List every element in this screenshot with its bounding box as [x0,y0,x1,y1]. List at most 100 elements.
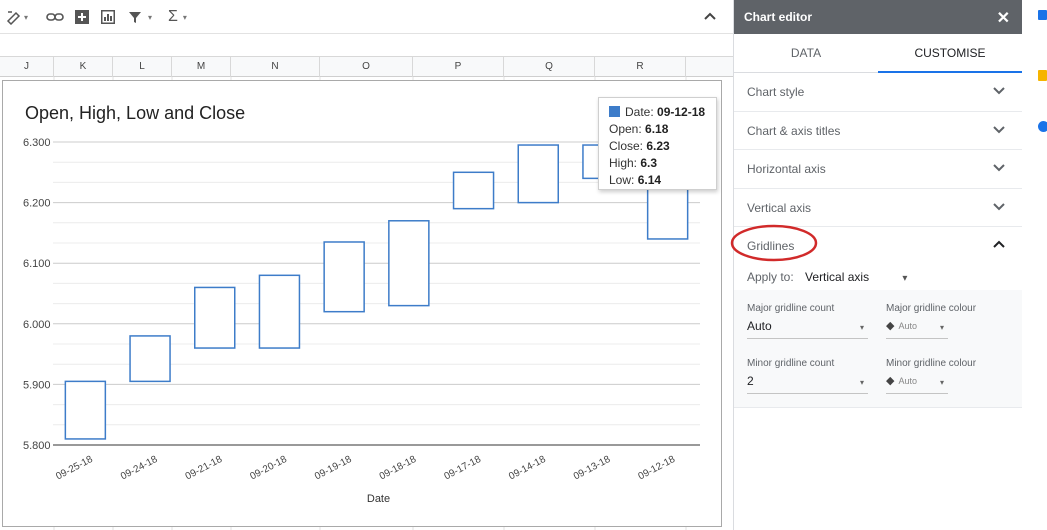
column-header-r[interactable]: R [595,57,686,77]
section-vertical-axis[interactable]: Vertical axis [734,189,1022,228]
candle-body [64,380,107,440]
chevron-down-icon: ▾ [182,12,187,22]
tooltip-open-row: Open: 6.18 [609,121,716,138]
section-gridlines[interactable]: Gridlines [730,225,1022,271]
tooltip-close-label: Close: [609,139,644,153]
chevron-down-icon: ▾ [24,12,29,22]
insert-chart-button[interactable] [101,7,115,27]
minor-gridline-colour-button[interactable]: ◆ Auto ▾ [886,374,948,394]
add-comment-icon [75,10,89,24]
sigma-icon: Σ [168,8,178,25]
y-tick-label: 6.100 [23,258,51,270]
section-chart-style[interactable]: Chart style [734,73,1022,112]
chevron-down-icon: ▾ [859,323,864,332]
fill-bucket-icon: ◆ [886,320,895,332]
x-tick-label: 09-25-18 [54,454,95,483]
link-icon [46,13,64,21]
insert-comment-button[interactable] [75,7,89,27]
chevron-down-icon: ▾ [859,378,864,387]
candle-body [646,183,689,240]
tasks-icon[interactable] [1038,121,1047,132]
candle-body [258,274,301,349]
keep-icon[interactable] [1038,70,1047,81]
tooltip-open-value: 6.18 [645,122,669,136]
section-label: Chart style [747,85,805,99]
minor-gridline-count-label: Minor gridline count [747,358,835,369]
minor-gridline-count-select[interactable]: 2 ▾ [747,374,868,394]
chevron-down-icon [993,125,1005,134]
section-label: Gridlines [747,239,795,254]
x-tick-label: 09-12-18 [637,454,678,483]
section-chart-axis-titles[interactable]: Chart & axis titles [734,112,1022,151]
section-horizontal-axis[interactable]: Horizontal axis [734,150,1022,189]
chart-editor-header: Chart editor ✕ [734,0,1022,34]
apply-to-row[interactable]: Apply to: Vertical axis ▾ [747,270,907,284]
y-tick-label: 6.000 [23,319,51,331]
candle-body [194,286,236,349]
chevron-down-icon: ▾ [148,12,153,22]
tooltip-high-value: 6.3 [640,156,658,170]
apply-to-label: Apply to: [747,270,794,284]
candle-body [323,241,365,313]
x-tick-label: 09-13-18 [572,454,613,483]
column-header-o[interactable]: O [320,57,413,77]
column-header-q[interactable]: Q [504,57,595,77]
section-label: Horizontal axis [747,162,826,177]
major-gridline-colour-label: Major gridline colour [886,303,977,314]
x-tick-label: 09-17-18 [442,454,483,483]
y-tick-label: 6.300 [23,137,51,149]
chevron-down-icon: ▾ [939,323,944,332]
side-panel-strip [1022,0,1047,530]
tab-data[interactable]: DATA [790,46,822,60]
major-gridline-colour-value: Auto [898,321,917,331]
filter-button[interactable]: ▾ [128,7,152,27]
chevron-up-icon [704,12,716,20]
fill-bucket-icon: ◆ [886,375,895,387]
column-header-n[interactable]: N [231,57,320,77]
toolbar: ▾ ▾ Σ ▾ [0,0,733,34]
column-header-l[interactable]: L [113,57,172,77]
tooltip-date-row: Date: 09-12-18 [609,104,716,121]
paint-format-icon [6,11,21,25]
tooltip-date-label: Date: [625,105,654,119]
tooltip-close-row: Close: 6.23 [609,138,716,155]
column-header-row: J K L M N O P Q R [0,56,733,77]
chart-editor-panel: Chart editor ✕ DATA CUSTOMISE Chart styl… [730,0,1023,530]
column-header-k[interactable]: K [54,57,113,77]
functions-button[interactable]: Σ ▾ [168,7,187,27]
chart-icon [101,10,115,24]
y-tick-label: 6.200 [23,198,51,210]
series-swatch [609,106,620,117]
tooltip-open-label: Open: [609,122,642,136]
chevron-down-icon: ▾ [902,273,908,284]
tab-customise[interactable]: CUSTOMISE [878,34,1022,73]
calendar-icon[interactable] [1038,10,1047,20]
column-header-j[interactable]: J [0,57,54,77]
candle-body [452,171,495,210]
column-header-m[interactable]: M [172,57,231,77]
minor-gridline-colour-label: Minor gridline colour [886,358,977,369]
tooltip-high-label: High: [609,156,638,170]
x-tick-label: 09-20-18 [248,454,289,483]
close-icon[interactable]: ✕ [996,10,1010,27]
x-tick-label: 09-14-18 [507,454,548,483]
column-header-p[interactable]: P [413,57,504,77]
section-label: Vertical axis [747,200,812,215]
major-gridline-count-label: Major gridline count [747,303,835,314]
major-gridline-count-value: Auto [747,319,772,333]
tooltip-date-value: 09-12-18 [657,105,706,119]
apply-to-select[interactable]: Vertical axis [805,270,870,284]
chevron-down-icon [993,87,1005,95]
chevron-down-icon [993,203,1005,211]
minor-gridline-colour-value: Auto [898,376,917,386]
chevron-down-icon [993,164,1005,172]
y-tick-label: 5.800 [23,440,51,452]
chart[interactable]: Open, High, Low and Close 5.800 5.900 6.00… [2,80,722,527]
section-label: Chart & axis titles [747,123,841,138]
major-gridline-count-select[interactable]: Auto ▾ [747,319,868,339]
candle-body [388,220,430,307]
major-gridline-colour-button[interactable]: ◆ Auto ▾ [886,319,948,339]
paint-format-button[interactable]: ▾ [6,7,28,27]
insert-link-button[interactable] [46,7,64,27]
collapse-toolbar-button[interactable] [704,8,716,26]
